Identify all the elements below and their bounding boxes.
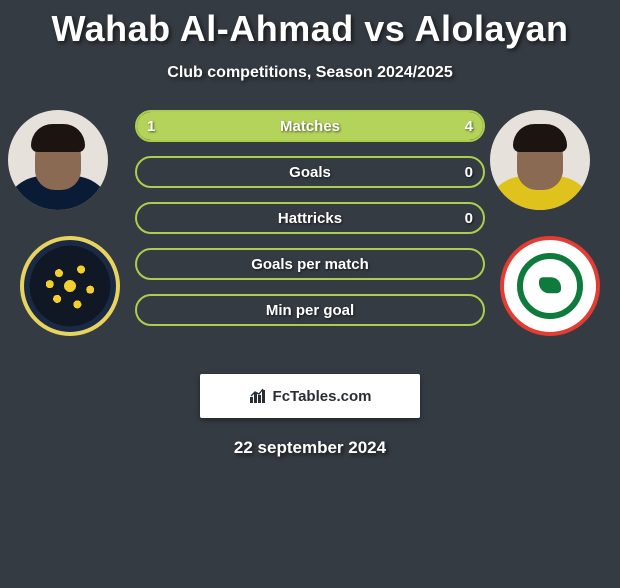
comparison-grid: 14Matches 0Goals 0Hattricks Goals per match… <box>0 110 620 370</box>
avatar-hair <box>513 124 567 152</box>
page-title: Wahab Al-Ahmad vs Alolayan <box>0 8 620 50</box>
stat-label: Goals per match <box>137 250 483 278</box>
stat-label: Hattricks <box>137 204 483 232</box>
club-logo-left <box>20 236 120 336</box>
stat-row: 0Hattricks <box>135 202 485 234</box>
stat-label: Min per goal <box>137 296 483 324</box>
stat-row: Min per goal <box>135 294 485 326</box>
player-avatar-left <box>8 110 108 210</box>
chart-icon <box>249 388 267 404</box>
stat-label: Goals <box>137 158 483 186</box>
club-logo-right <box>500 236 600 336</box>
avatar-hair <box>31 124 85 152</box>
stat-row: 14Matches <box>135 110 485 142</box>
stat-row: 0Goals <box>135 156 485 188</box>
player-avatar-right <box>490 110 590 210</box>
stat-label: Matches <box>137 112 483 140</box>
stat-row: Goals per match <box>135 248 485 280</box>
page-subtitle: Club competitions, Season 2024/2025 <box>0 64 620 82</box>
attribution-badge: FcTables.com <box>200 374 420 418</box>
attribution-text: FcTables.com <box>273 388 372 405</box>
stat-bars: 14Matches 0Goals 0Hattricks Goals per match… <box>135 110 485 340</box>
date-label: 22 september 2024 <box>0 438 620 458</box>
